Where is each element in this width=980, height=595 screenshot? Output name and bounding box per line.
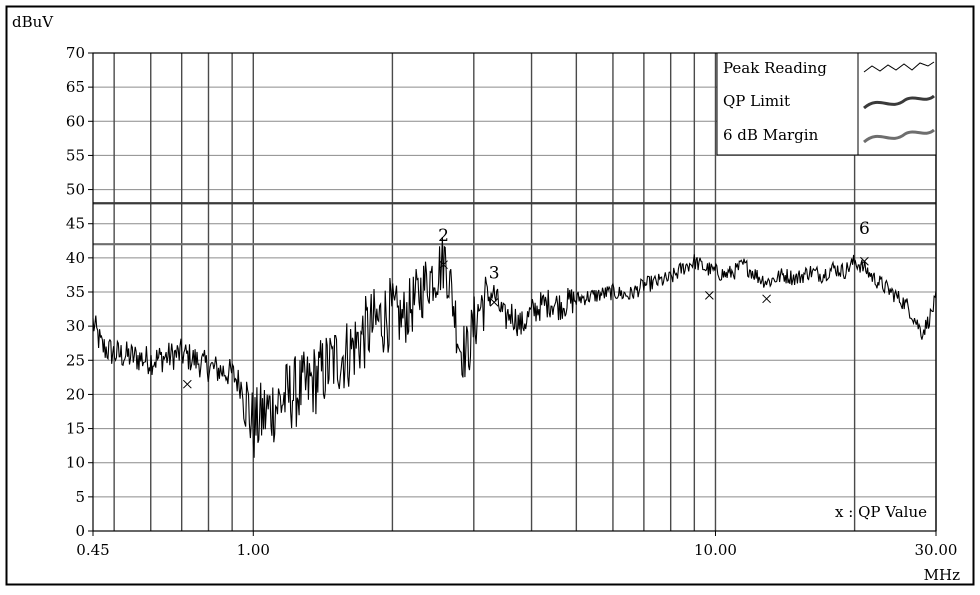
y-tick-label: 30 [66, 317, 85, 335]
y-tick-label: 15 [66, 420, 85, 438]
limit-lines [93, 202, 936, 246]
legend-swatch-peak-reading [863, 61, 935, 73]
x-tick-label: 0.45 [76, 541, 109, 559]
y-tick-label: 70 [66, 44, 85, 62]
qp-value-points [182, 256, 869, 389]
qp-value-point [860, 256, 869, 266]
series [92, 236, 937, 458]
peak-markers: 2 3 6 [438, 219, 870, 283]
y-tick-label: 10 [66, 454, 85, 472]
y-tick-label: 20 [66, 385, 85, 403]
y-tick-label: 65 [66, 78, 85, 96]
y-tick-label: 35 [66, 283, 85, 301]
y-axis-label: dBuV [12, 13, 54, 31]
y-tick-label: 40 [66, 249, 85, 267]
peak-reading-trace [92, 236, 937, 458]
peak-marker-label: 6 [859, 219, 870, 239]
legend: Peak Reading QP Limit 6 dB Margin [716, 52, 937, 156]
y-tick-label: 50 [66, 181, 85, 199]
x-axis-label: MHz [924, 566, 960, 584]
legend-label-peak-reading: Peak Reading [723, 59, 827, 77]
peak-marker-label: 3 [489, 263, 500, 283]
legend-label-qp-limit: QP Limit [723, 92, 790, 110]
plot-border [92, 52, 937, 532]
x-tick-label: 30.00 [915, 541, 958, 559]
qp-value-point [705, 291, 714, 300]
axes: 0 5 10 15 20 25 30 35 40 45 50 55 60 65 70 0.45 1.00 10.0… [66, 44, 958, 559]
y-tick-label: 0 [75, 522, 85, 540]
y-tick-label: 5 [75, 488, 85, 506]
qp-value-point [439, 260, 448, 270]
y-tick-label: 55 [66, 146, 85, 164]
x-tick-label: 1.00 [237, 541, 270, 559]
legend-swatch-6db-margin [863, 128, 935, 144]
qp-value-point [489, 297, 499, 307]
y-tick-label: 60 [66, 112, 85, 130]
peak-marker-label: 2 [438, 226, 449, 246]
qp-value-caption: x : QP Value [835, 503, 927, 521]
legend-label-6db-margin: 6 dB Margin [723, 126, 819, 144]
legend-swatch-qp-limit [863, 94, 935, 110]
qp-value-point [762, 294, 771, 304]
x-tick-label: 10.00 [694, 541, 737, 559]
qp-value-point [182, 379, 192, 389]
y-tick-label: 45 [66, 215, 85, 233]
y-tick-label: 25 [66, 351, 85, 369]
